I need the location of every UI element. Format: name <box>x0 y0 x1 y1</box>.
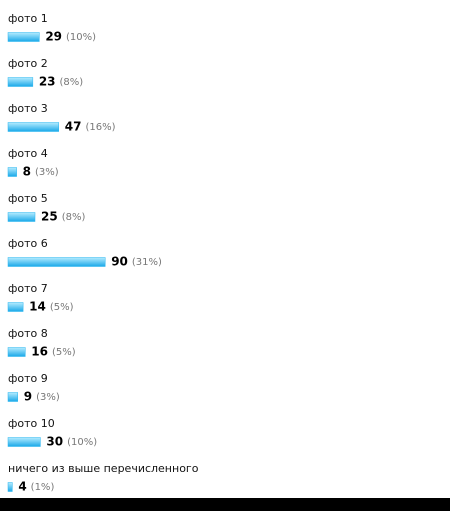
option-label: фото 6 <box>8 237 48 250</box>
bar <box>7 212 36 222</box>
vote-percent: (31%) <box>132 257 162 268</box>
option-label: фото 4 <box>8 147 48 160</box>
bar <box>7 482 13 492</box>
vote-count: 9 <box>24 390 32 404</box>
bar <box>7 392 18 402</box>
option-label: фото 7 <box>8 282 48 295</box>
bar <box>7 437 41 447</box>
option-label: фото 9 <box>8 372 48 385</box>
bar <box>7 302 24 312</box>
bar <box>7 257 106 267</box>
vote-count: 29 <box>45 30 62 44</box>
vote-percent: (3%) <box>36 392 60 403</box>
option-label: ничего из выше перечисленного <box>8 462 199 475</box>
vote-percent: (16%) <box>85 122 115 133</box>
vote-percent: (5%) <box>52 347 76 358</box>
vote-count: 8 <box>23 165 31 179</box>
vote-count: 30 <box>46 435 63 449</box>
vote-percent: (5%) <box>50 302 74 313</box>
vote-count: 23 <box>39 75 56 89</box>
bar <box>7 32 40 42</box>
vote-percent: (8%) <box>60 77 84 88</box>
vote-count: 47 <box>65 120 82 134</box>
bottom-strip <box>0 498 450 511</box>
bar <box>7 347 26 357</box>
option-label: фото 10 <box>8 417 55 430</box>
vote-count: 14 <box>29 300 46 314</box>
option-label: фото 2 <box>8 57 48 70</box>
vote-count: 25 <box>41 210 58 224</box>
vote-percent: (8%) <box>62 212 86 223</box>
bar <box>7 77 34 87</box>
vote-count: 90 <box>111 255 128 269</box>
vote-count: 16 <box>31 345 48 359</box>
bar <box>7 122 60 132</box>
bar <box>7 167 17 177</box>
option-label: фото 5 <box>8 192 48 205</box>
option-label: фото 8 <box>8 327 48 340</box>
vote-count: 4 <box>18 480 26 494</box>
vote-percent: (10%) <box>66 32 96 43</box>
vote-percent: (3%) <box>35 167 59 178</box>
option-label: фото 3 <box>8 102 48 115</box>
vote-percent: (10%) <box>67 437 97 448</box>
vote-percent: (1%) <box>31 482 55 493</box>
option-label: фото 1 <box>8 12 48 25</box>
